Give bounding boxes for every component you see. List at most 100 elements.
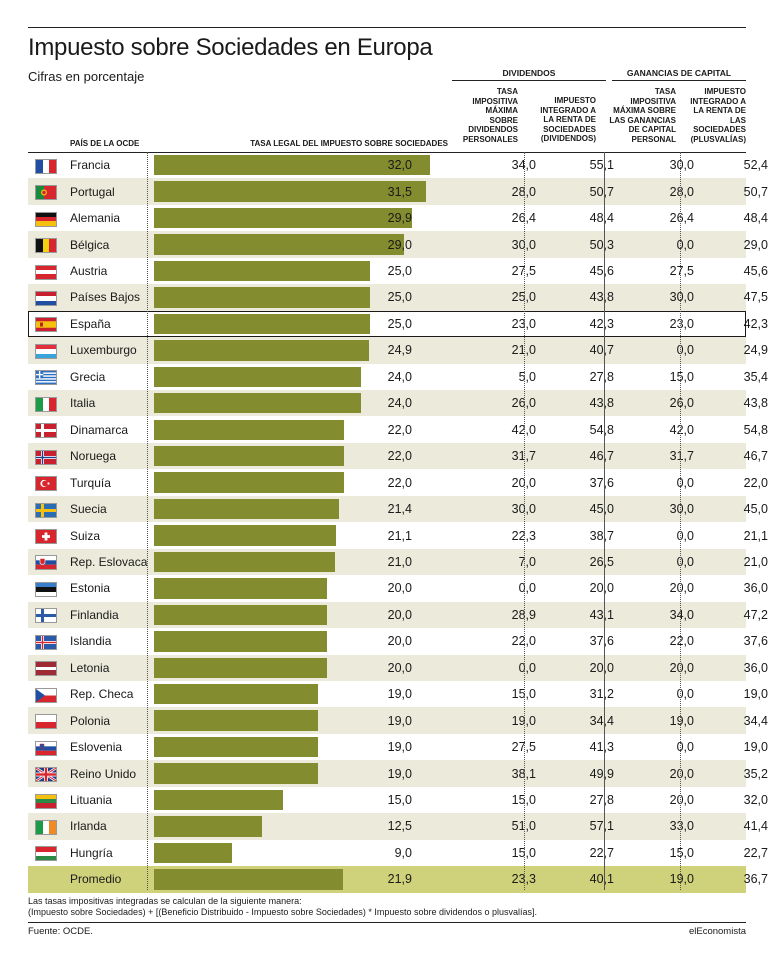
country-label: Portugal [70, 184, 115, 199]
value-label: 19,0 [743, 687, 768, 702]
value-label: 22,7 [589, 845, 614, 860]
group-header-ganancias: GANANCIAS DE CAPITAL [626, 68, 732, 78]
value-label: 24,9 [387, 343, 412, 358]
value-label: 27,5 [669, 264, 694, 279]
column-separator [680, 152, 681, 890]
value-label: 31,2 [589, 687, 614, 702]
brand-label: elEconomista [688, 926, 746, 937]
column-header-line: SOCIEDADES [543, 124, 596, 134]
flag-si-icon [35, 740, 57, 756]
country-row-hungria: Hungría 9,0 15,0 22,7 15,0 22,7 [28, 840, 768, 866]
value-label: 19,0 [743, 740, 768, 755]
value-label: 37,6 [743, 634, 768, 649]
value-label: 30,0 [669, 290, 694, 305]
value-label: 30,0 [511, 237, 536, 252]
country-row-belgica: Bélgica 29,0 30,0 50,3 0,0 29,0 [28, 231, 768, 258]
value-label: 9,0 [394, 845, 412, 860]
column-header-line: LAS GANANCIAS [609, 115, 676, 125]
flag-ie-icon [35, 819, 57, 835]
value-label: 36,7 [743, 872, 768, 887]
flag-dk-icon [35, 423, 57, 439]
country-label: Hungría [70, 845, 113, 860]
value-label: 25,0 [387, 316, 412, 331]
value-label: 15,0 [387, 793, 412, 808]
flag-hu-icon [35, 846, 57, 862]
value-label: 26,5 [589, 554, 614, 569]
value-label: 35,4 [743, 369, 768, 384]
column-header-div-tasa: TASA IMPOSITIVA MÁXIMA SOBRE DIVIDENDOS PERSO… [448, 87, 518, 145]
value-label: 38,1 [511, 766, 536, 781]
country-row-portugal: Portugal 31,5 28,0 50,7 28,0 50,7 [28, 178, 768, 205]
value-label: 27,8 [589, 369, 614, 384]
value-label: 37,6 [589, 634, 614, 649]
value-label: 28,0 [669, 184, 694, 199]
value-label: 22,0 [387, 449, 412, 464]
value-label: 21,0 [387, 554, 412, 569]
bar [154, 393, 361, 414]
footnote-line: (Impuesto sobre Sociedades) + [(Benefici… [28, 907, 538, 917]
value-label: 20,0 [387, 660, 412, 675]
flag-de-icon [35, 211, 57, 227]
column-header-line: LAS [730, 115, 746, 125]
column-header-line: INTEGRADO A [540, 105, 596, 115]
country-label: Austria [70, 264, 108, 279]
country-label: Francia [70, 158, 111, 173]
country-label: Suecia [70, 502, 107, 517]
country-row-alemania: Alemania 29,9 26,4 48,4 26,4 48,4 [28, 205, 768, 231]
flag-ch-icon [35, 529, 57, 545]
value-label: 0,0 [676, 237, 694, 252]
value-label: 50,3 [589, 237, 614, 252]
bar [154, 366, 361, 388]
value-label: 19,0 [387, 713, 412, 728]
value-label: 21,1 [743, 528, 768, 543]
value-label: 0,0 [676, 687, 694, 702]
value-label: 48,4 [589, 211, 614, 226]
value-label: 21,9 [387, 872, 412, 887]
value-label: 33,0 [669, 819, 694, 834]
bar [154, 419, 344, 440]
country-label: Lituania [70, 793, 113, 808]
chart-subtitle: Cifras en porcentaje [28, 69, 145, 84]
column-header-line: (DIVIDENDOS) [540, 134, 596, 144]
bar [154, 551, 336, 573]
country-label: Noruega [70, 449, 117, 464]
bar [154, 763, 318, 784]
value-label: 57,1 [589, 819, 614, 834]
value-label: 20,0 [669, 660, 694, 675]
value-label: 43,1 [589, 607, 614, 622]
bar [154, 155, 430, 176]
flag-cz-icon [35, 687, 57, 703]
flag-lu-icon [35, 343, 57, 359]
country-row-letonia: Letonia 20,0 0,0 20,0 20,0 36,0 [28, 654, 768, 681]
value-label: 22,0 [387, 422, 412, 437]
group-rule-dividendos [452, 80, 606, 81]
flag-it-icon [35, 396, 57, 412]
value-label: 15,0 [669, 845, 694, 860]
bar [154, 816, 262, 837]
value-label: 20,0 [669, 793, 694, 808]
value-label: 22,0 [387, 475, 412, 490]
value-label: 0,0 [676, 528, 694, 543]
value-label: 25,0 [387, 264, 412, 279]
value-label: 19,0 [387, 766, 412, 781]
value-label: 51,0 [511, 819, 536, 834]
value-label: 0,0 [676, 475, 694, 490]
value-label: 28,0 [511, 184, 536, 199]
value-label: 30,0 [511, 502, 536, 517]
value-label: 49,9 [589, 766, 614, 781]
flag-se-icon [35, 502, 57, 518]
column-header-line: IMPUESTO [704, 87, 746, 96]
value-label: 50,7 [743, 184, 768, 199]
value-label: 41,4 [743, 819, 768, 834]
column-header-line: SOBRE [489, 115, 518, 125]
value-label: 31,7 [669, 449, 694, 464]
footer-rule [28, 922, 746, 923]
value-label: 34,0 [669, 607, 694, 622]
column-header-line: PERSONAL [631, 134, 676, 144]
country-row-paises-bajos: Países Bajos 25,0 25,0 43,8 30,0 47,5 [28, 284, 768, 311]
bar [154, 842, 232, 864]
value-label: 0,0 [676, 740, 694, 755]
country-label: Países Bajos [70, 290, 141, 305]
flag-gb-icon [35, 767, 57, 783]
flag-at-icon [35, 264, 57, 280]
